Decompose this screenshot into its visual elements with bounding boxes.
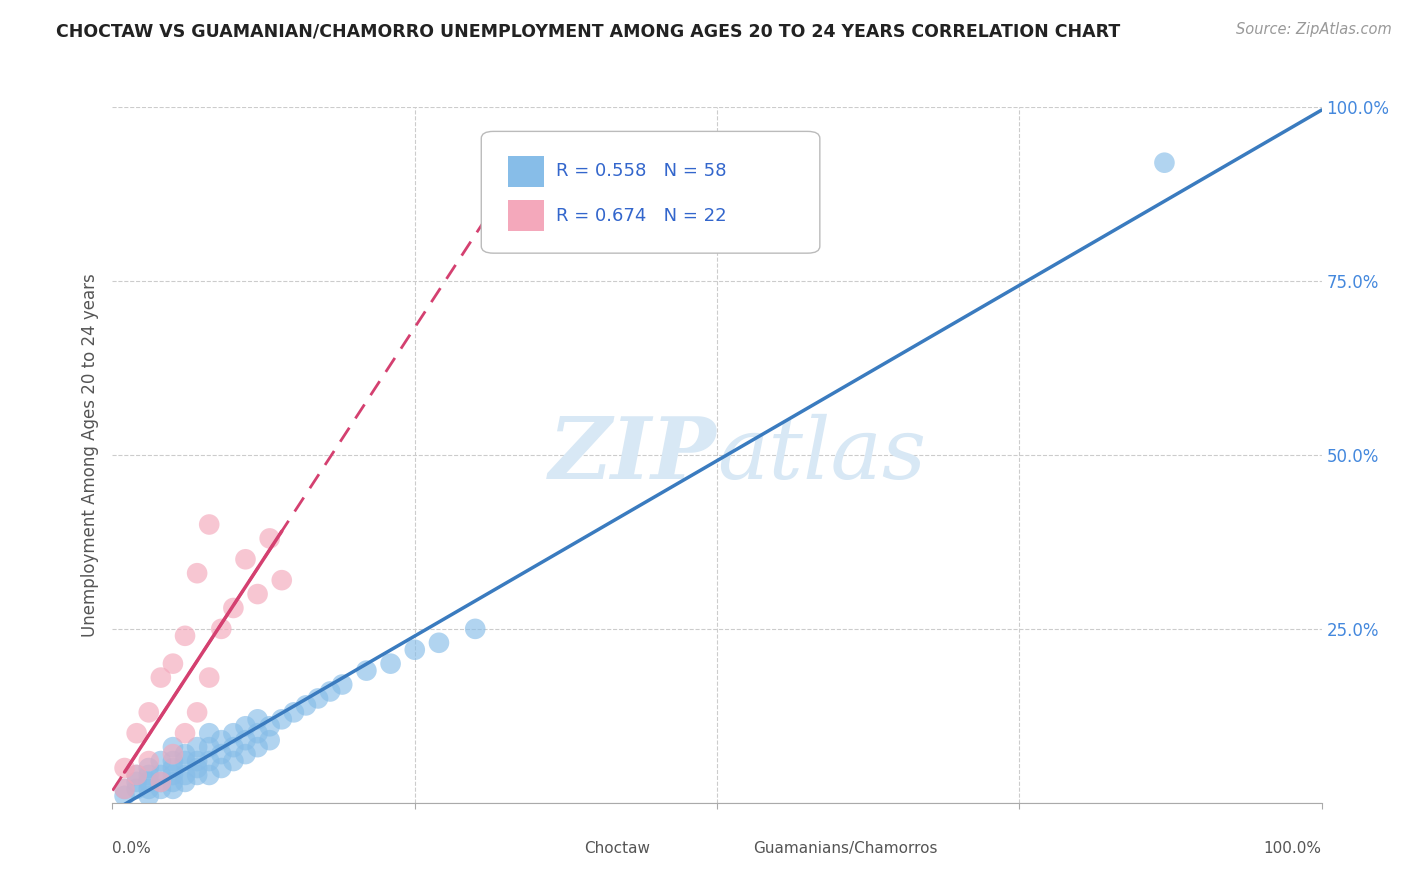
Point xyxy=(209,622,232,636)
Point xyxy=(138,754,160,768)
Point xyxy=(404,642,426,657)
Point xyxy=(162,761,184,775)
Point xyxy=(259,719,281,733)
Point xyxy=(174,754,197,768)
Point xyxy=(186,740,208,755)
FancyBboxPatch shape xyxy=(508,200,544,231)
Point xyxy=(270,712,292,726)
Point xyxy=(198,768,221,782)
Point xyxy=(174,629,197,643)
Point xyxy=(138,761,160,775)
Point xyxy=(246,726,269,740)
Point xyxy=(209,733,232,747)
Point xyxy=(259,733,281,747)
Point xyxy=(162,657,184,671)
Text: Choctaw: Choctaw xyxy=(583,841,650,856)
Text: ZIP: ZIP xyxy=(550,413,717,497)
Point xyxy=(235,747,257,761)
Point xyxy=(162,740,184,755)
Text: 0.0%: 0.0% xyxy=(112,841,152,856)
Point xyxy=(222,740,245,755)
Text: CHOCTAW VS GUAMANIAN/CHAMORRO UNEMPLOYMENT AMONG AGES 20 TO 24 YEARS CORRELATION: CHOCTAW VS GUAMANIAN/CHAMORRO UNEMPLOYME… xyxy=(56,22,1121,40)
Text: atlas: atlas xyxy=(717,414,927,496)
Point xyxy=(186,566,208,581)
Point xyxy=(246,712,269,726)
Point xyxy=(270,573,292,587)
Point xyxy=(138,781,160,796)
Point xyxy=(198,740,221,755)
Text: R = 0.558   N = 58: R = 0.558 N = 58 xyxy=(557,162,727,180)
Text: R = 0.674   N = 22: R = 0.674 N = 22 xyxy=(557,207,727,225)
Point xyxy=(186,761,208,775)
Y-axis label: Unemployment Among Ages 20 to 24 years: Unemployment Among Ages 20 to 24 years xyxy=(80,273,98,637)
Point xyxy=(186,754,208,768)
Point xyxy=(235,733,257,747)
Point xyxy=(174,726,197,740)
Point xyxy=(307,691,329,706)
Point xyxy=(149,775,172,789)
Point xyxy=(295,698,318,713)
Point xyxy=(235,552,257,566)
Point xyxy=(114,781,136,796)
Point xyxy=(198,754,221,768)
FancyBboxPatch shape xyxy=(717,836,748,862)
Point xyxy=(162,747,184,761)
Point xyxy=(138,706,160,720)
Text: Source: ZipAtlas.com: Source: ZipAtlas.com xyxy=(1236,22,1392,37)
Point xyxy=(149,754,172,768)
Point xyxy=(235,719,257,733)
Point xyxy=(162,768,184,782)
Text: 100.0%: 100.0% xyxy=(1264,841,1322,856)
Point xyxy=(125,768,148,782)
Point xyxy=(162,754,184,768)
Point xyxy=(114,781,136,796)
Point xyxy=(149,671,172,685)
Point xyxy=(138,789,160,803)
Point xyxy=(222,601,245,615)
Point xyxy=(125,781,148,796)
Point xyxy=(138,768,160,782)
Text: Guamanians/Chamorros: Guamanians/Chamorros xyxy=(754,841,938,856)
Point xyxy=(149,768,172,782)
Point xyxy=(174,775,197,789)
Point xyxy=(319,684,342,698)
Point xyxy=(259,532,281,546)
Point xyxy=(1153,155,1175,169)
Point xyxy=(330,677,353,691)
Point xyxy=(464,622,486,636)
Point xyxy=(186,768,208,782)
Point xyxy=(427,636,450,650)
Point xyxy=(186,706,208,720)
Point xyxy=(174,747,197,761)
Point xyxy=(149,775,172,789)
Point xyxy=(125,775,148,789)
Point xyxy=(283,706,305,720)
Point xyxy=(174,768,197,782)
Point xyxy=(125,768,148,782)
Point xyxy=(380,657,402,671)
Point xyxy=(246,587,269,601)
Point xyxy=(222,754,245,768)
Point xyxy=(209,747,232,761)
Point xyxy=(198,671,221,685)
Point xyxy=(246,740,269,755)
Point xyxy=(198,517,221,532)
FancyBboxPatch shape xyxy=(481,131,820,253)
Point xyxy=(356,664,378,678)
Point xyxy=(222,726,245,740)
Point xyxy=(149,781,172,796)
Point xyxy=(162,775,184,789)
Point xyxy=(162,781,184,796)
FancyBboxPatch shape xyxy=(508,156,544,187)
Point xyxy=(209,761,232,775)
Point xyxy=(125,726,148,740)
Point xyxy=(114,761,136,775)
Point xyxy=(198,726,221,740)
Point xyxy=(138,775,160,789)
Point xyxy=(114,789,136,803)
FancyBboxPatch shape xyxy=(548,836,578,862)
